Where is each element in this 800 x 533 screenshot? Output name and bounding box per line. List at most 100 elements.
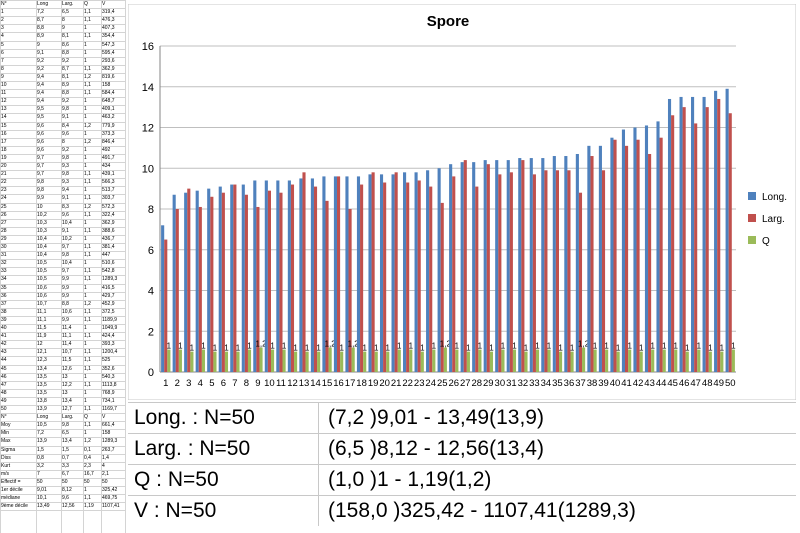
sheet-cell[interactable]: 37 — [1, 300, 7, 307]
sheet-cell[interactable]: 263,7 — [102, 446, 115, 453]
sheet-cell[interactable]: 158 — [102, 430, 111, 437]
sheet-cell[interactable]: 24 — [1, 195, 7, 202]
sheet-cell[interactable]: 7 — [1, 57, 4, 64]
sheet-cell[interactable]: 9,1 — [37, 49, 44, 56]
sheet-cell[interactable]: Q — [84, 414, 88, 421]
sheet-cell[interactable]: 9,1 — [62, 195, 69, 202]
sheet-cell[interactable]: 1 — [84, 41, 87, 48]
sheet-cell[interactable]: 13 — [1, 106, 7, 113]
sheet-cell[interactable]: 1 — [84, 219, 87, 226]
sheet-cell[interactable]: 31 — [1, 252, 7, 259]
sheet-cell[interactable]: 9,3 — [62, 179, 69, 186]
sheet-cell[interactable]: 1 — [84, 325, 87, 331]
sheet-cell[interactable]: 547,3 — [102, 41, 115, 48]
sheet-cell[interactable]: 10,5 — [37, 268, 47, 275]
sheet-cell[interactable]: 158 — [102, 82, 111, 88]
sheet-cell[interactable]: 9 — [62, 25, 65, 32]
sheet-cell[interactable]: 9,8 — [62, 171, 69, 178]
sheet-cell[interactable]: 1 — [84, 163, 87, 169]
sheet-cell[interactable]: 1 — [84, 235, 87, 242]
sheet-cell[interactable]: 33 — [1, 268, 7, 275]
sheet-cell[interactable]: 8,8 — [62, 300, 69, 307]
sheet-cell[interactable]: 434 — [102, 163, 111, 169]
sheet-cell[interactable]: 9,9 — [62, 284, 69, 291]
sheet-cell[interactable]: 1,4 — [102, 454, 109, 461]
sheet-cell[interactable]: 21 — [1, 171, 7, 178]
sheet-cell[interactable]: 381,4 — [102, 244, 115, 250]
sheet-cell[interactable]: 4 — [102, 462, 105, 469]
sheet-cell[interactable]: 9,4 — [37, 90, 44, 97]
sheet-cell[interactable]: Effectif = — [1, 478, 21, 485]
sheet-cell[interactable]: 1,1 — [84, 365, 91, 372]
sheet-cell[interactable]: 2,1 — [102, 470, 109, 477]
sheet-cell[interactable]: 10,7 — [37, 300, 47, 307]
sheet-cell[interactable]: 8,8 — [37, 25, 44, 32]
sheet-cell[interactable]: 12,3 — [37, 357, 47, 364]
sheet-cell[interactable]: 463,2 — [102, 114, 115, 121]
sheet-cell[interactable]: 8,9 — [37, 33, 44, 40]
sheet-cell[interactable]: 779,9 — [102, 122, 115, 129]
sheet-cell[interactable]: 13,9 — [37, 438, 47, 445]
sheet-cell[interactable]: 5 — [1, 41, 4, 48]
sheet-cell[interactable]: 12 — [37, 341, 43, 348]
sheet-cell[interactable]: 9,6 — [62, 130, 69, 137]
sheet-cell[interactable]: 1,1 — [84, 316, 91, 323]
sheet-cell[interactable]: 1,1 — [84, 406, 91, 412]
sheet-cell[interactable]: 9,6 — [37, 146, 44, 153]
sheet-cell[interactable]: 9,7 — [37, 163, 44, 169]
sheet-cell[interactable]: 12,56 — [62, 503, 75, 510]
sheet-cell[interactable]: 0,1 — [84, 446, 91, 453]
sheet-cell[interactable]: 1200,4 — [102, 349, 118, 356]
sheet-cell[interactable]: 28 — [1, 227, 7, 234]
sheet-cell[interactable]: 9,8 — [62, 252, 69, 259]
sheet-cell[interactable]: 1 — [84, 389, 87, 396]
sheet-cell[interactable]: 9,6 — [62, 211, 69, 218]
sheet-cell[interactable]: 50 — [37, 478, 43, 485]
sheet-cell[interactable]: 566,3 — [102, 179, 115, 186]
sheet-cell[interactable]: 10,3 — [37, 219, 47, 226]
sheet-cell[interactable]: 11,4 — [62, 341, 72, 348]
sheet-cell[interactable]: 584,4 — [102, 90, 115, 97]
sheet-cell[interactable]: 9,9 — [62, 276, 69, 283]
sheet-cell[interactable]: 11,1 — [62, 333, 72, 340]
sheet-cell[interactable]: 11,5 — [37, 325, 47, 331]
sheet-cell[interactable]: 9,6 — [37, 122, 44, 129]
sheet-cell[interactable]: 352,6 — [102, 365, 115, 372]
sheet-cell[interactable]: 1,2 — [84, 73, 91, 80]
sheet-cell[interactable]: 1,1 — [84, 227, 91, 234]
sheet-cell[interactable]: 9,7 — [37, 154, 44, 161]
sheet-cell[interactable]: 12,2 — [62, 381, 72, 388]
sheet-cell[interactable]: 11,1 — [37, 316, 47, 323]
sheet-cell[interactable]: 17 — [1, 138, 7, 145]
sheet-cell[interactable]: 9,1 — [62, 114, 69, 121]
sheet-cell[interactable]: 8,1 — [62, 73, 69, 80]
sheet-cell[interactable]: 10,6 — [62, 308, 72, 315]
sheet-cell[interactable]: Long — [37, 414, 49, 421]
sheet-cell[interactable]: 595,4 — [102, 49, 115, 56]
sheet-cell[interactable]: 9,3 — [62, 163, 69, 169]
sheet-cell[interactable]: 50 — [84, 478, 90, 485]
sheet-cell[interactable]: 13 — [62, 373, 68, 380]
sheet-cell[interactable]: Sigma — [1, 446, 16, 453]
sheet-cell[interactable]: 9 — [1, 73, 4, 80]
sheet-cell[interactable]: 469,75 — [102, 495, 118, 502]
sheet-cell[interactable]: 1 — [84, 146, 87, 153]
sheet-cell[interactable]: 1289,3 — [102, 438, 118, 445]
sheet-cell[interactable]: 10,3 — [37, 227, 47, 234]
sheet-cell[interactable]: 9,4 — [37, 98, 44, 105]
sheet-cell[interactable]: 1,2 — [84, 300, 91, 307]
sheet-cell[interactable]: 325,42 — [102, 487, 118, 493]
sheet-cell[interactable]: 13,4 — [62, 397, 72, 404]
sheet-cell[interactable]: 10,4 — [62, 219, 72, 226]
sheet-cell[interactable]: 8,7 — [37, 17, 44, 24]
sheet-cell[interactable]: 10,4 — [62, 260, 72, 267]
sheet-cell[interactable]: 9,8 — [62, 106, 69, 113]
sheet-cell[interactable]: 9,01 — [37, 487, 47, 493]
sheet-cell[interactable]: 13,5 — [37, 373, 47, 380]
sheet-cell[interactable]: 29 — [1, 235, 7, 242]
sheet-cell[interactable]: 1 — [84, 373, 87, 380]
sheet-cell[interactable]: 13,5 — [37, 389, 47, 396]
sheet-cell[interactable]: 416,5 — [102, 284, 115, 291]
sheet-cell[interactable]: 44 — [1, 357, 7, 364]
sheet-cell[interactable]: Kurt — [1, 462, 11, 469]
